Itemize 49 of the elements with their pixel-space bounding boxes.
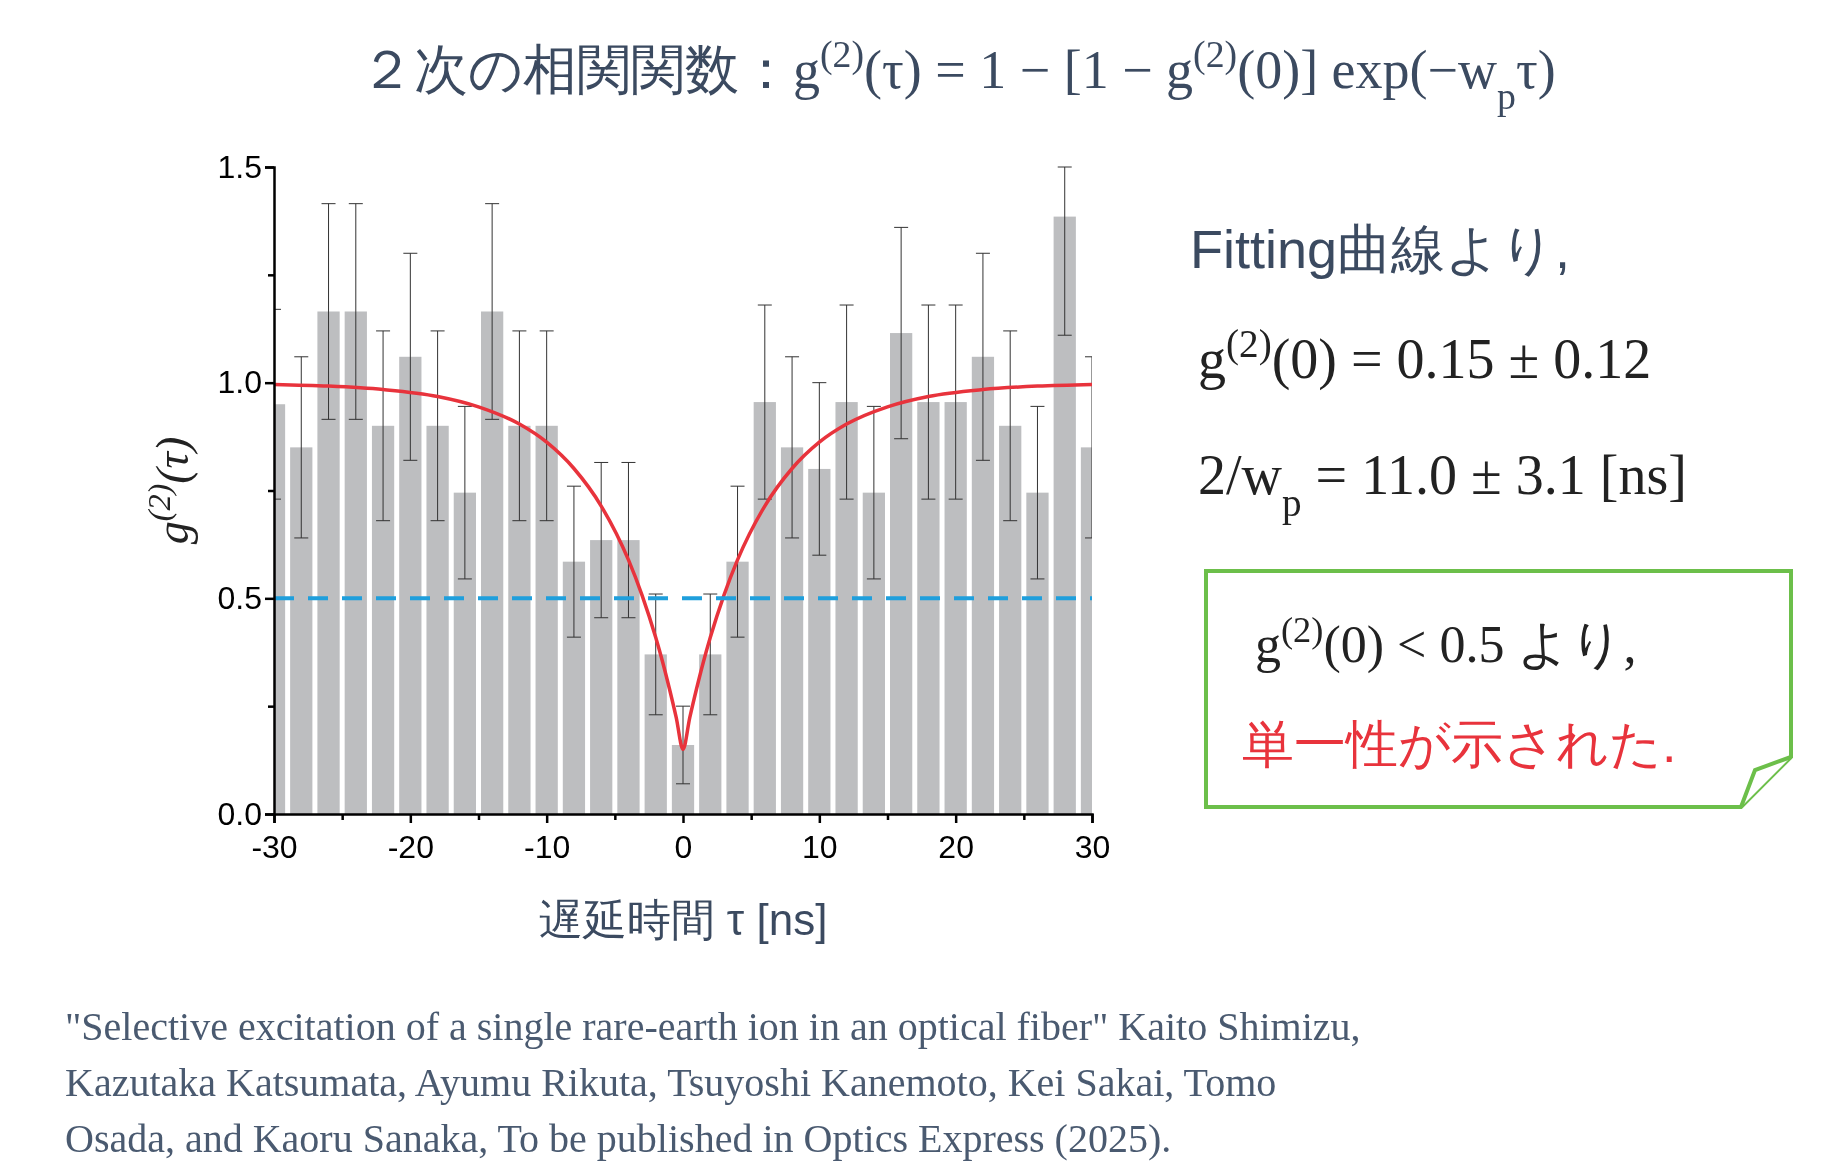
bar: [290, 447, 313, 814]
bar: [1026, 492, 1049, 814]
x-tick-label: 0: [674, 829, 693, 865]
bar: [753, 402, 776, 814]
bar: [780, 447, 804, 814]
text: Kazutaka Katsumata, Ayumu Rikuta, Tsuyoshi Kanemoto, Kei Sakai, Tomo: [65, 1060, 1277, 1105]
bar: [971, 356, 995, 814]
bar: [726, 561, 749, 814]
bar: [562, 561, 586, 814]
bar: [862, 492, 885, 814]
bar: [590, 540, 613, 814]
x-axis-title: 遅延時間 τ [ns]: [538, 895, 828, 944]
text: g$^{(2)}$(0) < 0.5 より,: [1255, 610, 1637, 674]
y-tick-label: 1.5: [217, 148, 262, 185]
y-tick-label: 1.0: [217, 364, 262, 401]
x-tick-label: -10: [524, 829, 571, 865]
bar: [426, 425, 449, 814]
bar: [999, 425, 1022, 814]
bar: [617, 540, 640, 814]
x-tick-label: -20: [387, 829, 434, 865]
bar: [371, 425, 395, 814]
text: g$^{(2)}$(0) = 0.15 ± 0.12: [1198, 321, 1652, 391]
bar: [699, 654, 722, 814]
text: 2/w$_{p}$ = 11.0 ± 3.1 [ns]: [1198, 444, 1687, 525]
x-tick-label: 30: [1074, 829, 1111, 865]
bar: [644, 654, 667, 814]
bar: [835, 402, 858, 814]
bar: [399, 356, 422, 814]
chart-title: ２次の相関関数：g$^{(2)}$(τ) = 1 − [1 − g$^{(2)}$(0)] exp(−w$_{p}$τ): [360, 33, 1556, 117]
bar: [535, 425, 558, 814]
x-tick-label: -30: [251, 829, 298, 865]
bar: [453, 492, 476, 814]
bar: [890, 333, 913, 814]
text: Osada, and Kaoru Sanaka, To be published in Optics Express (2025).: [65, 1116, 1172, 1161]
text: Fitting曲線より,: [1190, 219, 1571, 279]
text: "Selective excitation of a single rare-earth ion in an optical fiber" Kaito Shimizu,: [65, 1004, 1361, 1049]
bar: [344, 311, 367, 814]
x-tick-label: 10: [802, 829, 838, 865]
x-tick-label: 20: [938, 829, 974, 865]
bar: [481, 311, 504, 814]
text: 単一性が示された.: [1242, 715, 1677, 773]
bar: [317, 311, 340, 814]
bar: [944, 402, 967, 814]
bar: [1053, 216, 1076, 814]
y-tick-label: 0.0: [217, 795, 262, 832]
y-tick-label: 0.5: [217, 580, 262, 617]
bar: [808, 468, 831, 814]
bar: [917, 402, 940, 814]
bar: [508, 425, 531, 814]
